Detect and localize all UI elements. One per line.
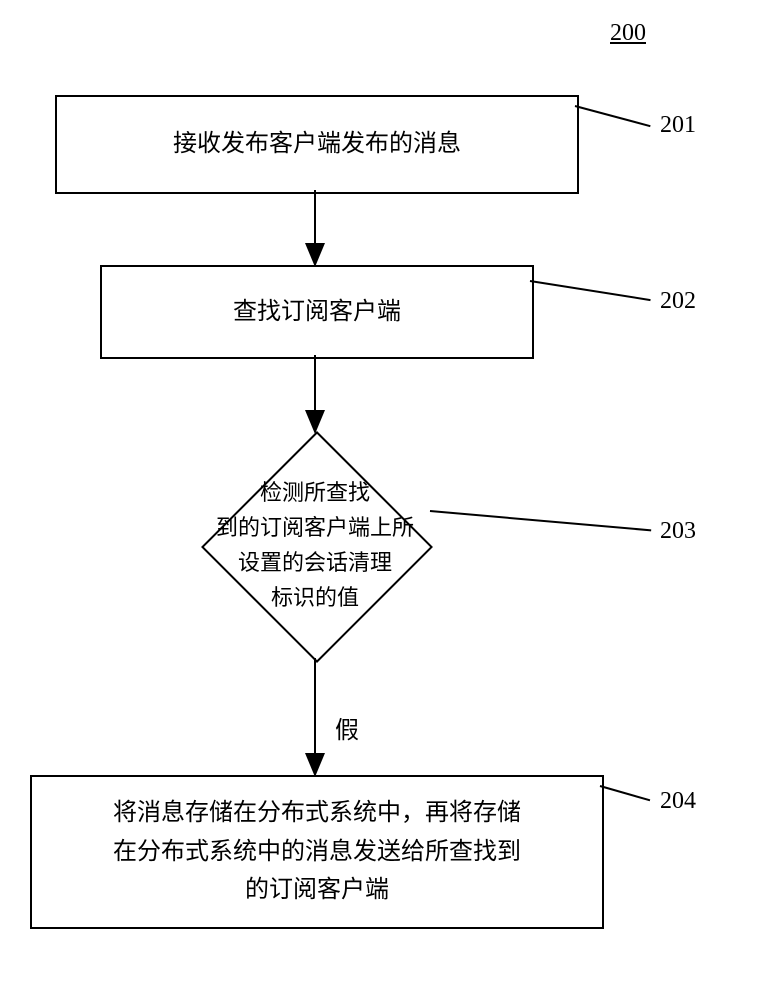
decision-203-text: 检测所查找 到的订阅客户端上所 设置的会话清理 标识的值 xyxy=(216,475,414,616)
ref-201: 201 xyxy=(660,112,696,139)
ref-203: 203 xyxy=(660,518,696,545)
figure-id: 200 xyxy=(610,20,646,47)
flowchart-canvas: 200 接收发布客户端发布的消息 201 查找订阅客户端 202 检测所查找 到… xyxy=(0,0,760,1000)
step-202-box: 查找订阅客户端 xyxy=(100,265,534,359)
step-201-text: 接收发布客户端发布的消息 xyxy=(173,125,461,163)
step-204-text: 将消息存储在分布式系统中，再将存储 在分布式系统中的消息发送给所查找到 的订阅客… xyxy=(113,794,521,909)
step-201-box: 接收发布客户端发布的消息 xyxy=(55,95,579,194)
leader-203 xyxy=(430,510,651,531)
leader-204 xyxy=(600,785,651,801)
decision-203-box: 检测所查找 到的订阅客户端上所 设置的会话清理 标识的值 xyxy=(235,465,395,625)
step-204-box: 将消息存储在分布式系统中，再将存储 在分布式系统中的消息发送给所查找到 的订阅客… xyxy=(30,775,604,929)
ref-202: 202 xyxy=(660,288,696,315)
leader-202 xyxy=(530,280,651,301)
ref-204: 204 xyxy=(660,788,696,815)
leader-201 xyxy=(575,105,651,127)
edge-label-false: 假 xyxy=(335,710,359,745)
step-202-text: 查找订阅客户端 xyxy=(233,293,401,331)
